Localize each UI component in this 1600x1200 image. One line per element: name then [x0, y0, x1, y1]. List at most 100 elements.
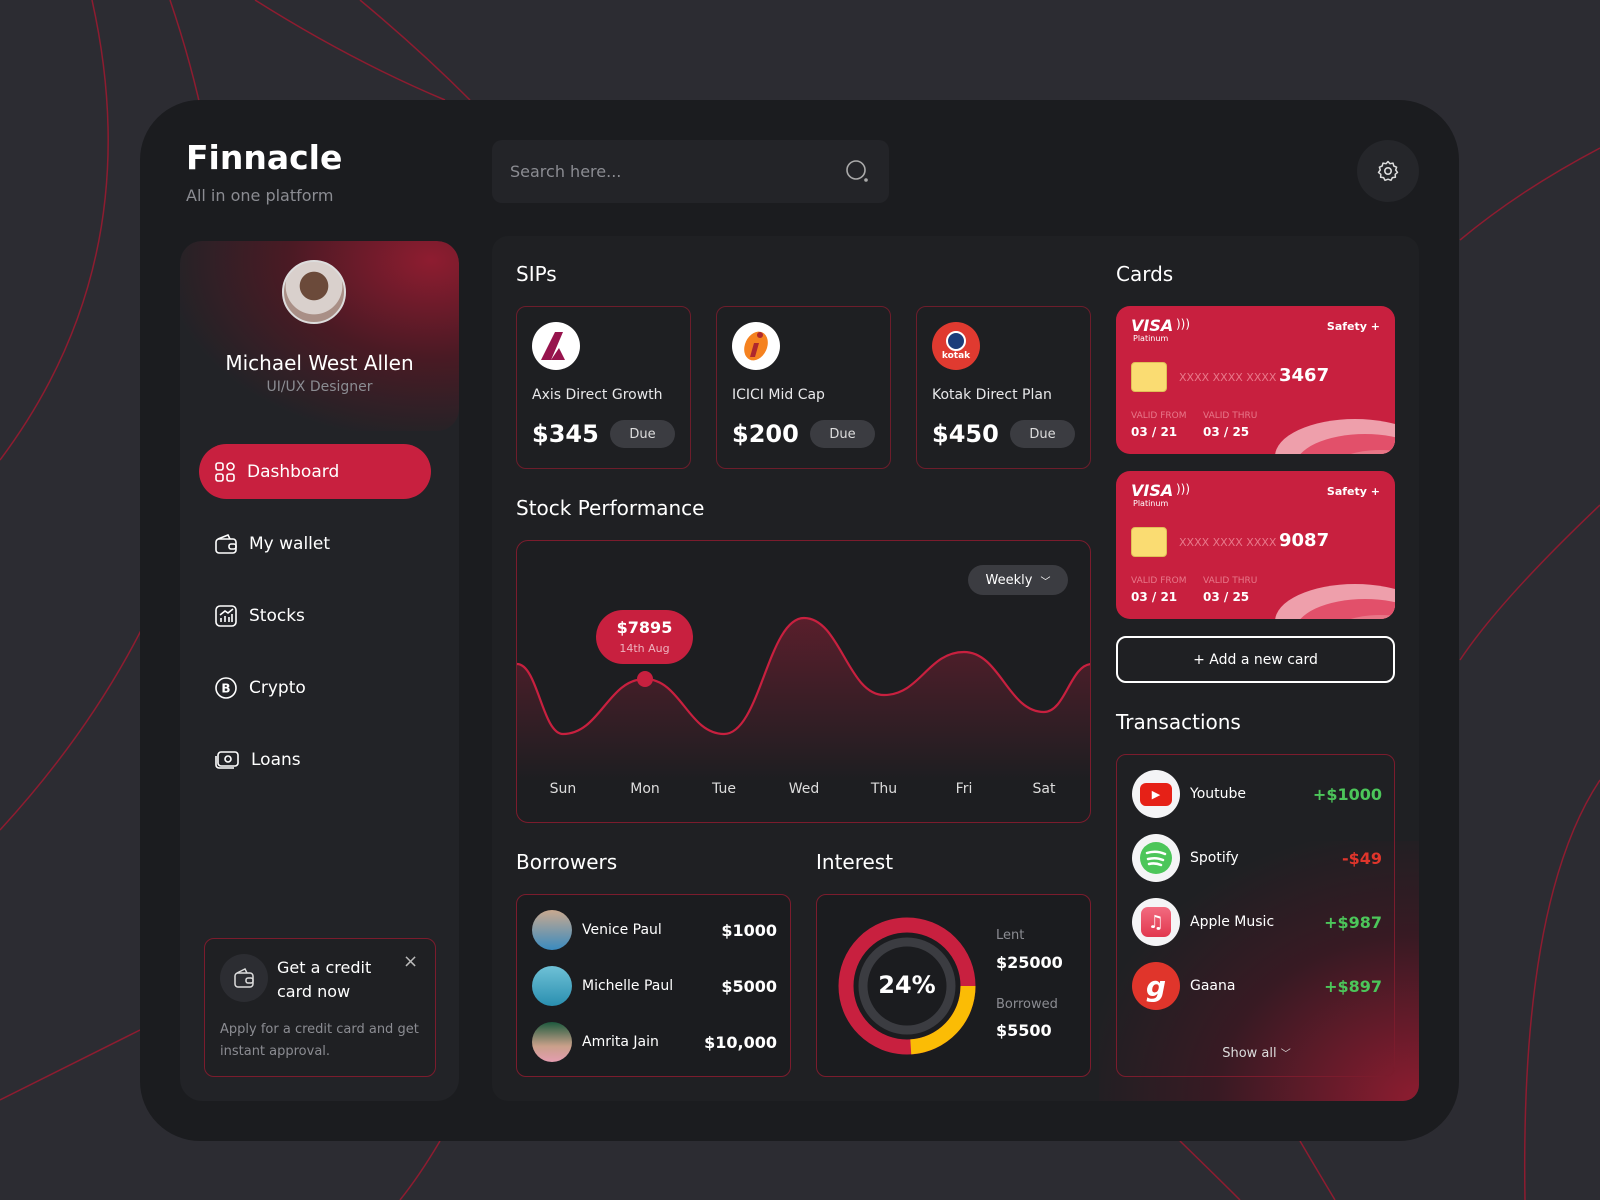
contactless-icon: )))	[1176, 317, 1191, 331]
avatar	[532, 1022, 572, 1062]
sip-card[interactable]: kotak Kotak Direct Plan $450 Due	[916, 306, 1091, 469]
borrower-name: Venice Paul	[582, 922, 662, 938]
period-dropdown[interactable]: Weekly ﹀	[968, 565, 1068, 595]
list-item[interactable]: ♫ Apple Music +$987	[1132, 897, 1382, 947]
sidebar-item-crypto[interactable]: B Crypto	[199, 660, 431, 715]
borrowers-title: Borrowers	[516, 850, 618, 874]
list-item[interactable]: Amrita Jain $10,000	[532, 1022, 777, 1062]
profile-name: Michael West Allen	[225, 351, 414, 375]
sidebar-item-label: Dashboard	[247, 461, 340, 482]
bitcoin-icon: B	[215, 676, 237, 699]
card-tier: Platinum	[1133, 334, 1169, 343]
settings-button[interactable]	[1357, 140, 1419, 202]
day-label: Tue	[712, 781, 736, 797]
valid-thru: 03 / 25	[1203, 425, 1250, 439]
list-item[interactable]: g Gaana +$897	[1132, 961, 1382, 1011]
search-bar	[492, 140, 889, 203]
borrower-name: Amrita Jain	[582, 1034, 659, 1050]
day-label: Mon	[630, 781, 660, 797]
spotify-icon	[1132, 834, 1180, 882]
donut-inner-ring	[858, 937, 956, 1035]
day-label: Wed	[788, 781, 820, 797]
valid-from: 03 / 21	[1131, 590, 1178, 604]
kotak-logo-icon: kotak	[932, 322, 980, 370]
valid-thru-label: VALID THRU	[1203, 411, 1258, 421]
app-tagline: All in one platform	[186, 186, 334, 205]
due-badge[interactable]: Due	[610, 420, 675, 448]
transaction-amount: +$987	[1324, 912, 1382, 932]
avatar	[532, 910, 572, 950]
chip-icon	[1131, 527, 1167, 557]
stock-chart: Weekly ﹀ $7895 14th Aug Sun Mon Tue Wed Thu Fri…	[516, 540, 1091, 823]
search-input[interactable]	[510, 162, 810, 181]
svg-text:B: B	[221, 681, 230, 695]
search-icon[interactable]	[845, 159, 871, 185]
icici-logo-icon	[732, 322, 780, 370]
day-label: Sun	[549, 781, 577, 797]
valid-from-label: VALID FROM	[1131, 576, 1187, 586]
sidebar-item-stocks[interactable]: Stocks	[199, 588, 431, 643]
grid-icon	[215, 461, 235, 482]
sidebar-item-label: Loans	[251, 749, 301, 770]
tooltip-date: 14th Aug	[619, 642, 670, 655]
sidebar-item-loans[interactable]: Loans	[199, 732, 431, 787]
add-card-button[interactable]: + Add a new card	[1116, 636, 1395, 683]
card-masked-number: XXXX XXXX XXXX	[1179, 371, 1277, 384]
profile-role: UI/UX Designer	[266, 379, 373, 395]
list-item[interactable]: ▶ Youtube +$1000	[1132, 769, 1382, 819]
sip-name: ICICI Mid Cap	[732, 387, 825, 403]
due-badge[interactable]: Due	[810, 420, 875, 448]
tooltip-point	[637, 671, 653, 687]
youtube-icon: ▶	[1132, 770, 1180, 818]
avatar[interactable]	[282, 260, 346, 324]
cards-title: Cards	[1116, 262, 1174, 286]
show-all-button[interactable]: Show all ﹀	[1117, 1045, 1396, 1061]
transaction-name: Gaana	[1190, 978, 1236, 994]
credit-card[interactable]: VISA ))) Platinum Safety + XXXX XXXX XXX…	[1116, 306, 1395, 454]
sip-card[interactable]: ICICI Mid Cap $200 Due	[716, 306, 891, 469]
borrower-name: Michelle Paul	[582, 978, 674, 994]
tooltip-value: $7895	[616, 618, 673, 637]
sip-amount: $450	[932, 420, 999, 448]
interest-donut	[838, 917, 976, 1055]
chart-tooltip: $7895 14th Aug	[596, 610, 693, 664]
day-label: Sat	[1032, 781, 1056, 797]
list-item[interactable]: Michelle Paul $5000	[532, 966, 777, 1006]
transaction-name: Youtube	[1190, 786, 1246, 802]
credit-card-promo[interactable]: Get a credit card now × Apply for a cred…	[204, 938, 436, 1077]
sip-card[interactable]: Axis Direct Growth $345 Due	[516, 306, 691, 469]
card-last4: 9087	[1279, 530, 1330, 551]
curve-line	[517, 616, 1090, 736]
interest-percent: 24%	[878, 971, 936, 999]
chart-icon	[215, 604, 237, 627]
wallet-icon	[215, 533, 237, 554]
stock-curve	[517, 616, 1090, 781]
visa-logo: VISA	[1131, 316, 1174, 335]
card-masked-number: XXXX XXXX XXXX	[1179, 536, 1277, 549]
sidebar-item-label: My wallet	[249, 533, 331, 554]
credit-card[interactable]: VISA ))) Platinum Safety + XXXX XXXX XXX…	[1116, 471, 1395, 619]
day-label: Fri	[955, 781, 973, 797]
sidebar-item-wallet[interactable]: My wallet	[199, 516, 431, 571]
list-item[interactable]: Spotify -$49	[1132, 833, 1382, 883]
transaction-amount: -$49	[1341, 848, 1382, 868]
transaction-amount: +$897	[1324, 976, 1382, 996]
card-badge: Safety +	[1326, 320, 1380, 333]
show-all-label: Show all	[1222, 1046, 1277, 1061]
card-last4: 3467	[1279, 365, 1330, 386]
transactions-list: ▶ Youtube +$1000 Spotify -$49 ♫ Apple Music +…	[1116, 754, 1395, 1077]
chevron-down-icon: ﹀	[1040, 576, 1051, 588]
valid-thru-label: VALID THRU	[1203, 576, 1258, 586]
due-badge[interactable]: Due	[1010, 420, 1075, 448]
list-item[interactable]: Venice Paul $1000	[532, 910, 777, 950]
avatar	[532, 966, 572, 1006]
sip-amount: $200	[732, 420, 799, 448]
sidebar-item-label: Crypto	[249, 677, 306, 698]
contactless-icon: )))	[1176, 482, 1191, 496]
sips-title: SIPs	[516, 262, 557, 286]
sidebar-item-dashboard[interactable]: Dashboard	[199, 444, 431, 499]
valid-thru: 03 / 25	[1203, 590, 1250, 604]
borrowed-label: Borrowed	[996, 997, 1058, 1012]
app-logo: Finnacle	[186, 138, 343, 177]
close-icon[interactable]: ×	[403, 951, 419, 972]
